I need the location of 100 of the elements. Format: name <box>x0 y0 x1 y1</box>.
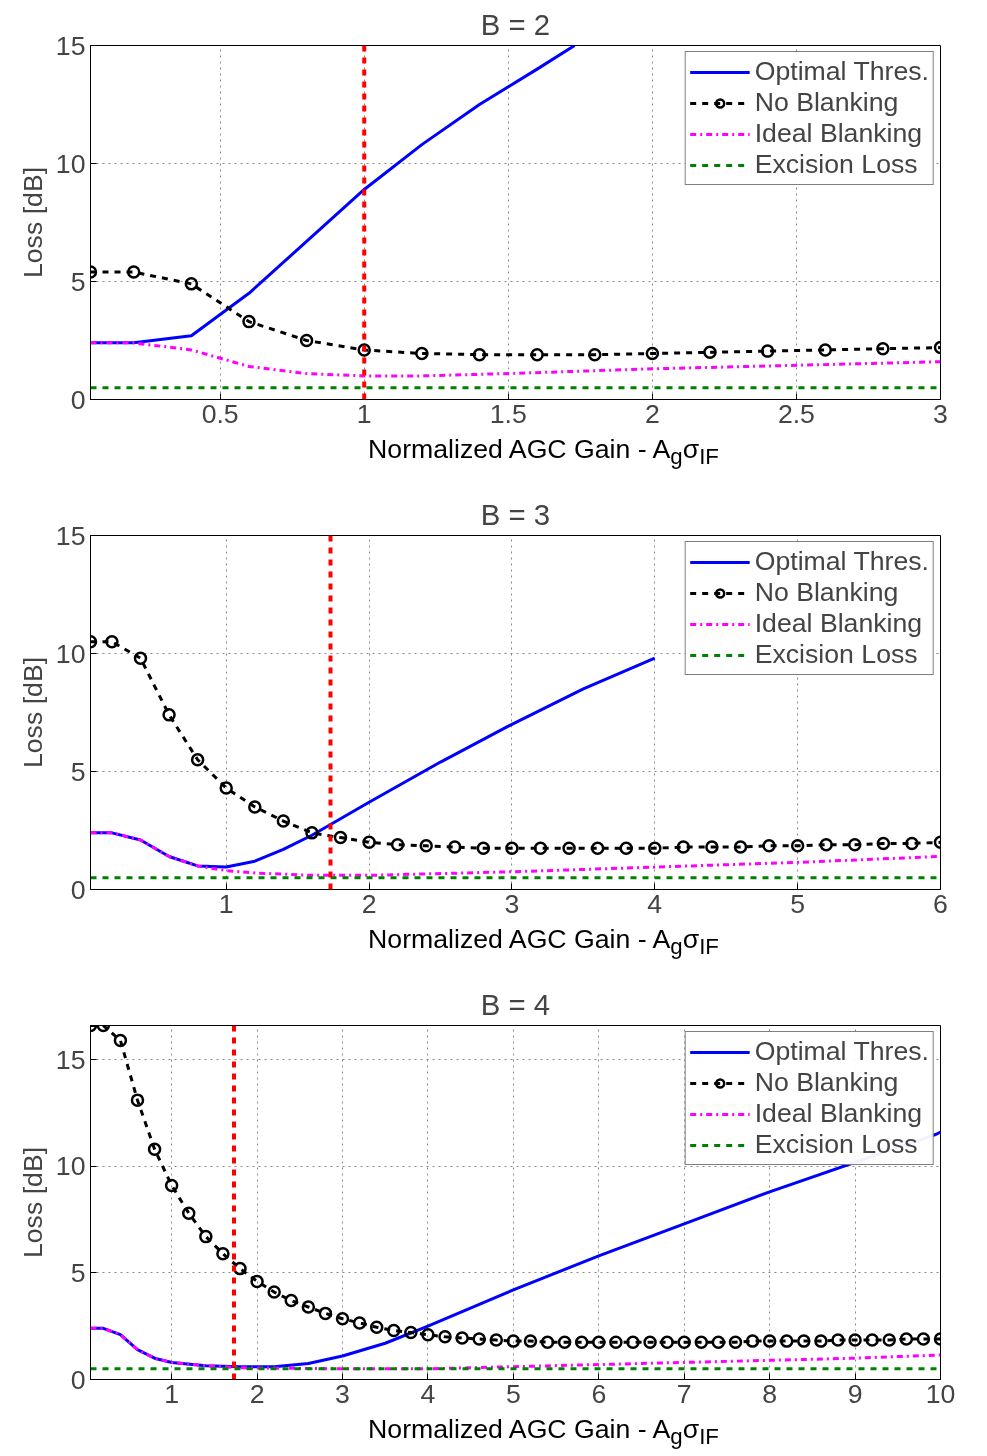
point <box>540 1335 555 1349</box>
y-tick-label: 10 <box>55 638 86 669</box>
point <box>818 343 832 357</box>
point <box>404 1325 418 1340</box>
x-tick-label: 7 <box>676 1378 692 1409</box>
point <box>762 839 776 853</box>
x-axis-title: Normalized AGC Gain - A$_{g}$σ$_{IF}$ <box>367 923 720 962</box>
point <box>609 1335 623 1349</box>
point <box>164 1178 179 1193</box>
point <box>299 333 314 348</box>
line-series <box>90 341 941 378</box>
legend-label: Ideal Blanking <box>754 608 923 639</box>
x-tick-label: 8 <box>762 1378 778 1409</box>
point <box>130 1093 145 1107</box>
y-tick-label: 5 <box>70 1257 86 1288</box>
point <box>162 708 176 722</box>
point <box>199 1229 213 1244</box>
point <box>916 1332 931 1346</box>
legend-label: Ideal Blanking <box>754 1098 923 1129</box>
point <box>421 1327 435 1342</box>
point <box>745 1334 760 1348</box>
point <box>105 634 119 649</box>
x-tick-label: 4 <box>647 888 663 919</box>
point <box>865 1333 879 1347</box>
x-axis-title: Normalized AGC Gain - A$_{g}$σ$_{IF}$ <box>367 433 720 472</box>
y-axis-title: Loss [dB] <box>17 166 48 279</box>
point <box>113 1033 128 1048</box>
x-axis-title: Normalized AGC Gain - A$_{g}$σ$_{IF}$ <box>367 1413 720 1452</box>
point <box>352 1316 367 1330</box>
point <box>728 1335 743 1349</box>
point <box>643 1335 657 1349</box>
point <box>831 1333 845 1347</box>
legend-label: Ideal Blanking <box>754 118 923 149</box>
legend-label: Optimal Thres. <box>754 56 929 87</box>
point <box>899 1332 914 1346</box>
point <box>592 1335 606 1349</box>
point <box>190 752 205 767</box>
point <box>676 840 691 854</box>
point <box>814 1334 828 1348</box>
y-axis-title: Loss [dB] <box>17 1146 48 1259</box>
point <box>619 841 633 855</box>
x-tick-label: 10 <box>925 1378 956 1409</box>
point <box>590 841 605 855</box>
point <box>248 800 262 814</box>
x-tick-label: 2 <box>644 398 660 429</box>
point <box>848 837 862 852</box>
point <box>250 1274 264 1289</box>
y-tick-label: 5 <box>70 756 86 787</box>
point <box>147 1142 162 1156</box>
point <box>335 1311 350 1326</box>
point <box>242 314 256 329</box>
legend-label: No Blanking <box>754 1067 899 1098</box>
point <box>126 265 141 279</box>
point <box>489 1333 504 1347</box>
point <box>876 342 890 356</box>
point <box>705 840 719 854</box>
x-tick-label: 1 <box>218 888 234 919</box>
point <box>387 1323 401 1338</box>
point <box>415 346 429 361</box>
legend-label: Excision Loss <box>754 149 918 180</box>
point <box>184 277 199 291</box>
point <box>760 344 775 358</box>
x-tick-label: 2.5 <box>777 398 815 429</box>
point <box>626 1335 640 1349</box>
point <box>276 814 291 828</box>
y-tick-label: 0 <box>70 384 86 415</box>
x-tick-label: 4 <box>420 1378 436 1409</box>
line-series <box>90 1326 941 1371</box>
point <box>357 343 371 357</box>
y-tick-label: 10 <box>55 148 86 179</box>
y-tick-label: 15 <box>55 520 86 551</box>
point <box>216 1246 230 1261</box>
point <box>876 836 891 851</box>
point <box>369 1320 384 1334</box>
y-axis-title: Loss [dB] <box>17 656 48 769</box>
point <box>779 1334 794 1348</box>
x-tick-label: 1 <box>356 398 372 429</box>
point <box>438 1330 452 1344</box>
point <box>472 1332 486 1346</box>
point <box>506 1334 521 1348</box>
y-tick-label: 5 <box>70 266 86 297</box>
point <box>645 346 660 361</box>
point <box>797 1334 811 1348</box>
chart-title: B = 3 <box>480 497 551 531</box>
x-tick-label: 2 <box>361 888 377 919</box>
x-tick-label: 3 <box>504 888 520 919</box>
point <box>530 347 544 362</box>
point <box>882 1333 896 1347</box>
legend-label: Optimal Thres. <box>754 1036 929 1067</box>
point <box>301 1300 316 1314</box>
point <box>219 781 233 795</box>
x-tick-label: 3 <box>335 1378 350 1409</box>
point <box>181 1206 196 1220</box>
point <box>574 1335 589 1349</box>
point <box>333 830 348 845</box>
point <box>660 1335 674 1349</box>
legend-label: No Blanking <box>754 87 899 118</box>
legend-label: Excision Loss <box>754 639 918 670</box>
x-tick-label: 1.5 <box>489 398 527 429</box>
x-tick-label: 0.5 <box>201 398 239 429</box>
